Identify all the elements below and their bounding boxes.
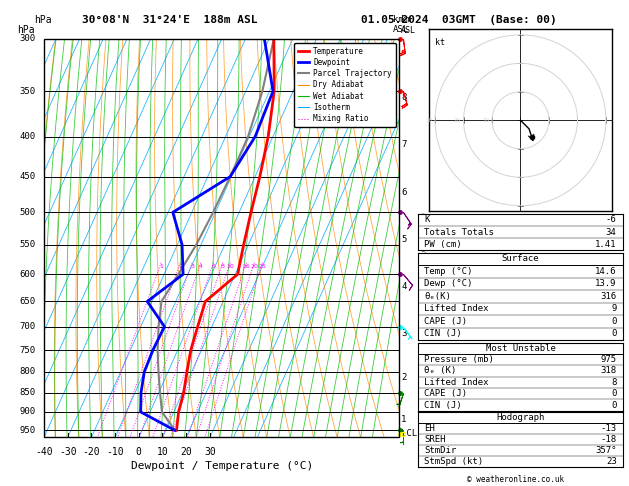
Text: 10: 10 [226,263,234,269]
Text: 7: 7 [401,140,406,150]
Text: 350: 350 [19,87,35,96]
Legend: Temperature, Dewpoint, Parcel Trajectory, Dry Adiabat, Wet Adiabat, Isotherm, Mi: Temperature, Dewpoint, Parcel Trajectory… [294,43,396,127]
Text: 950: 950 [19,426,35,435]
Text: -18: -18 [601,435,616,444]
Text: 1: 1 [401,416,406,424]
Text: CAPE (J): CAPE (J) [425,317,467,326]
Text: PW (cm): PW (cm) [425,240,462,249]
Text: 2: 2 [178,263,182,269]
Text: 20: 20 [250,263,259,269]
Text: 450: 450 [19,172,35,181]
Text: Dewpoint / Temperature (°C): Dewpoint / Temperature (°C) [131,461,313,471]
Text: θₑ (K): θₑ (K) [425,366,457,376]
Text: 3: 3 [401,329,406,338]
Text: 0: 0 [611,400,616,410]
Text: 13.9: 13.9 [595,279,616,289]
Text: km
ASL: km ASL [401,16,416,35]
Text: 8: 8 [611,378,616,387]
Text: 0: 0 [611,389,616,398]
Text: -10: -10 [106,447,124,457]
Text: 5: 5 [401,235,406,244]
Text: StmSpd (kt): StmSpd (kt) [425,457,484,466]
Text: 20: 20 [454,118,460,123]
Text: θₑ(K): θₑ(K) [425,292,451,301]
Text: -13: -13 [601,424,616,433]
Text: -40: -40 [35,447,53,457]
Text: 2: 2 [401,373,406,382]
Text: CIN (J): CIN (J) [425,330,462,338]
Text: -30: -30 [59,447,77,457]
Text: 20: 20 [181,447,192,457]
Text: 800: 800 [19,367,35,377]
Text: hPa: hPa [18,25,35,35]
Text: km
ASL: km ASL [393,15,409,34]
Text: 3: 3 [190,263,194,269]
Text: 500: 500 [19,208,35,217]
Text: 300: 300 [19,35,35,43]
Text: 6: 6 [211,263,215,269]
Text: 316: 316 [601,292,616,301]
Text: 9: 9 [611,304,616,313]
Text: Totals Totals: Totals Totals [425,227,494,237]
Text: Lifted Index: Lifted Index [425,378,489,387]
Text: Mixing Ratio (g/kg): Mixing Ratio (g/kg) [420,210,429,306]
Text: hPa: hPa [35,15,52,25]
Text: 6: 6 [401,188,406,197]
Text: StmDir: StmDir [425,446,457,455]
Text: 700: 700 [19,322,35,331]
Text: 8: 8 [221,263,225,269]
Text: 10: 10 [157,447,169,457]
Text: 900: 900 [19,407,35,417]
Text: 0: 0 [611,317,616,326]
Text: SREH: SREH [425,435,446,444]
Text: 0: 0 [611,330,616,338]
Text: 850: 850 [19,388,35,397]
Text: Dewp (°C): Dewp (°C) [425,279,473,289]
Text: 10: 10 [482,118,489,123]
Text: 975: 975 [601,355,616,364]
Text: © weatheronline.co.uk: © weatheronline.co.uk [467,474,564,484]
Text: LCL: LCL [401,429,417,438]
Text: 0: 0 [136,447,142,457]
Text: 4: 4 [199,263,203,269]
Text: -20: -20 [82,447,100,457]
Text: 750: 750 [19,346,35,355]
Text: 14.6: 14.6 [595,267,616,276]
Text: 1.41: 1.41 [595,240,616,249]
Text: Surface: Surface [502,255,539,263]
Text: 25: 25 [259,263,267,269]
Text: -6: -6 [606,215,616,225]
Text: Pressure (mb): Pressure (mb) [425,355,494,364]
Text: 30: 30 [425,118,432,123]
Text: 357°: 357° [595,446,616,455]
Text: Hodograph: Hodograph [496,413,545,422]
Text: 400: 400 [19,132,35,141]
Text: Lifted Index: Lifted Index [425,304,489,313]
Text: 8: 8 [401,92,406,102]
Text: 550: 550 [19,240,35,249]
Text: kt: kt [435,38,445,47]
Text: Temp (°C): Temp (°C) [425,267,473,276]
Text: CAPE (J): CAPE (J) [425,389,467,398]
Text: 01.05.2024  03GMT  (Base: 00): 01.05.2024 03GMT (Base: 00) [361,15,557,25]
Text: 318: 318 [601,366,616,376]
Text: EH: EH [425,424,435,433]
Text: 30: 30 [204,447,216,457]
Text: 600: 600 [19,270,35,279]
Text: 4: 4 [401,282,406,291]
Text: 1: 1 [159,263,163,269]
Text: 650: 650 [19,297,35,306]
Text: 30°08'N  31°24'E  188m ASL: 30°08'N 31°24'E 188m ASL [82,15,258,25]
Text: 34: 34 [606,227,616,237]
Text: CIN (J): CIN (J) [425,400,462,410]
Text: 23: 23 [606,457,616,466]
Text: 16: 16 [243,263,250,269]
Text: Most Unstable: Most Unstable [486,344,555,353]
Text: K: K [425,215,430,225]
